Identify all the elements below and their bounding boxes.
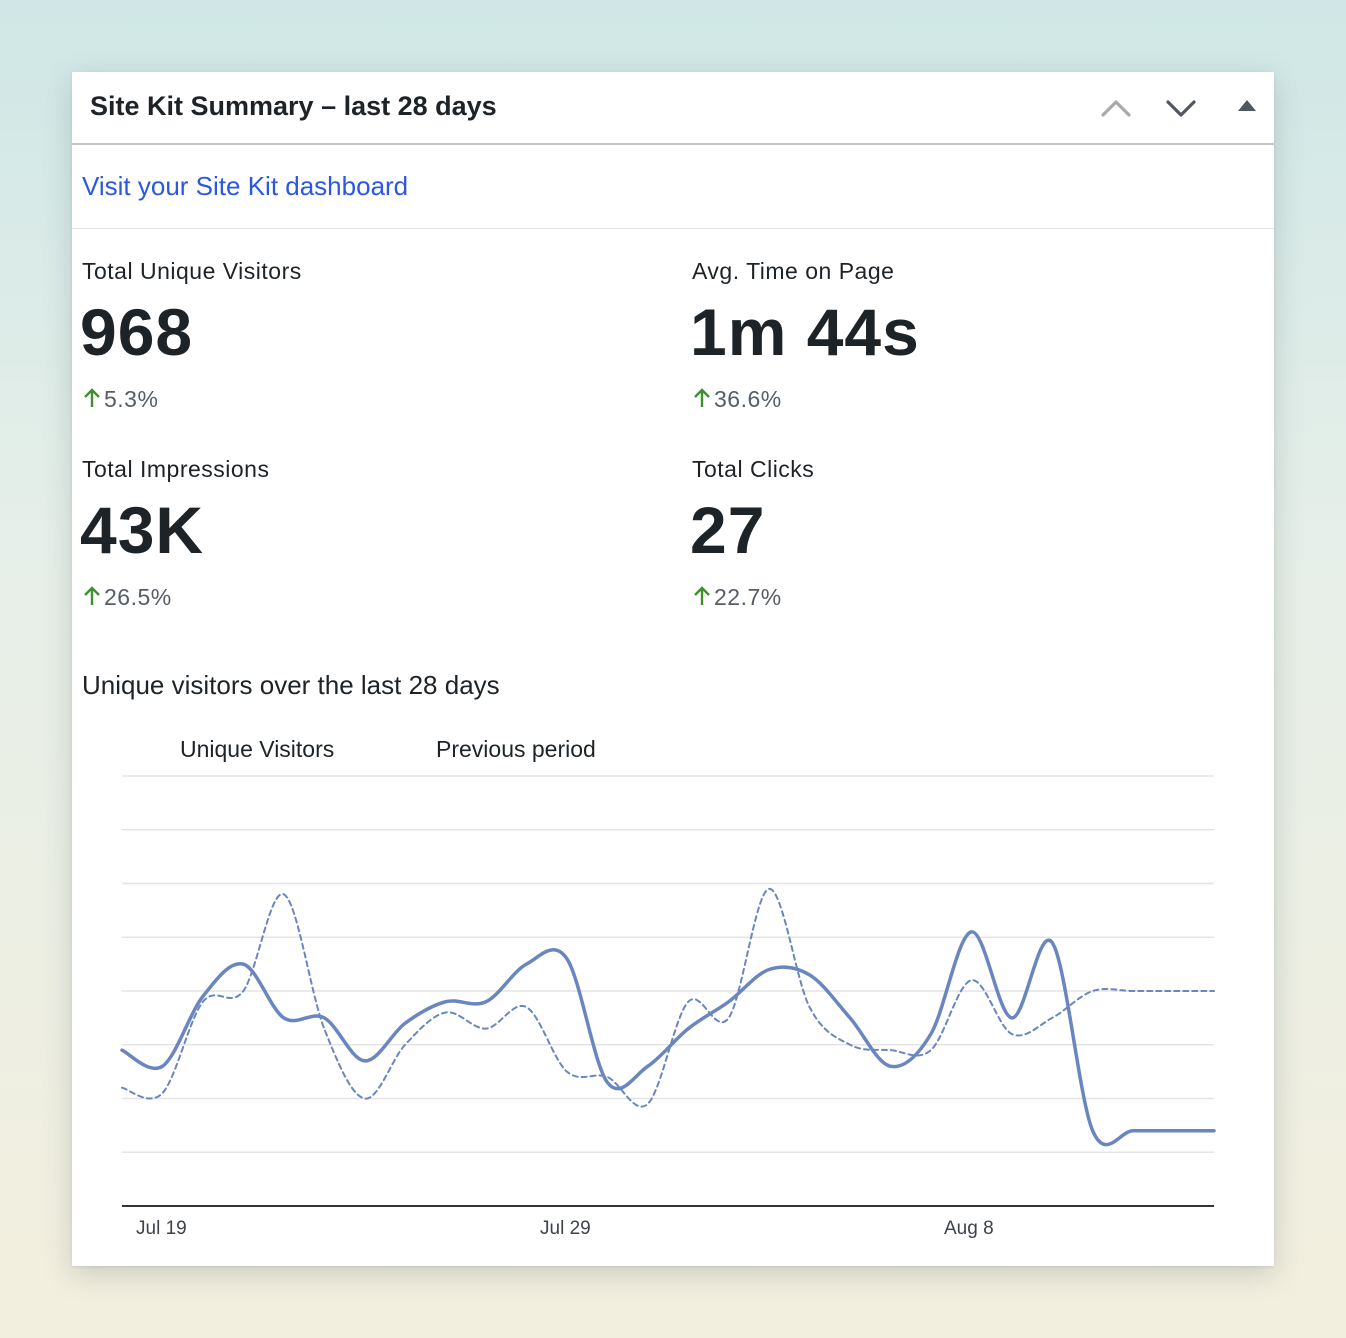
x-tick-label: Aug 8 xyxy=(944,1218,994,1239)
metric-label: Total Impressions xyxy=(82,456,270,482)
site-kit-summary-widget: Site Kit Summary – last 28 days Visit yo… xyxy=(72,72,1274,1266)
toggle-panel-button[interactable] xyxy=(1225,86,1269,130)
dashboard-link-row: Visit your Site Kit dashboard xyxy=(72,145,1274,229)
x-tick-label: Jul 29 xyxy=(540,1218,591,1239)
metric-change: 26.5% xyxy=(82,584,172,611)
metric-label: Avg. Time on Page xyxy=(692,258,895,284)
legend-previous-period[interactable]: Previous period xyxy=(436,736,596,762)
arrow-up-icon xyxy=(694,586,710,605)
x-tick-label: Jul 19 xyxy=(136,1218,187,1239)
metric-value: 968 xyxy=(80,295,194,369)
metric-change: 36.6% xyxy=(692,386,782,413)
metric-change: 22.7% xyxy=(692,584,782,611)
metric-change-value: 5.3% xyxy=(104,386,159,412)
legend-unique-visitors[interactable]: Unique Visitors xyxy=(180,736,335,762)
arrow-up-icon xyxy=(84,388,100,407)
metric-label: Total Unique Visitors xyxy=(82,258,302,284)
metric-change-value: 26.5% xyxy=(104,584,172,610)
metric-label: Total Clicks xyxy=(692,456,815,482)
arrow-up-icon xyxy=(84,586,100,605)
site-kit-dashboard-link[interactable]: Visit your Site Kit dashboard xyxy=(82,171,409,201)
series-line-unique-visitors xyxy=(120,930,1216,1147)
move-up-button[interactable] xyxy=(1094,86,1138,130)
metric-value: 27 xyxy=(690,493,766,567)
metric-change-value: 22.7% xyxy=(714,584,782,610)
metric-value: 43K xyxy=(80,493,205,567)
chevron-down-icon xyxy=(1166,100,1196,117)
chart-title: Unique visitors over the last 28 days xyxy=(82,670,500,700)
chevron-up-icon xyxy=(1101,100,1131,117)
triangle-up-icon xyxy=(1238,100,1256,111)
metric-value: 1m 44s xyxy=(690,295,920,369)
move-down-button[interactable] xyxy=(1159,86,1203,130)
widget-title: Site Kit Summary – last 28 days xyxy=(90,91,497,121)
unique-visitors-chart xyxy=(120,775,1216,1207)
series-line-previous-period xyxy=(121,887,1215,1108)
widget-header: Site Kit Summary – last 28 days xyxy=(72,72,1274,145)
metric-change: 5.3% xyxy=(82,386,158,413)
arrow-up-icon xyxy=(694,388,710,407)
metric-change-value: 36.6% xyxy=(714,386,782,412)
